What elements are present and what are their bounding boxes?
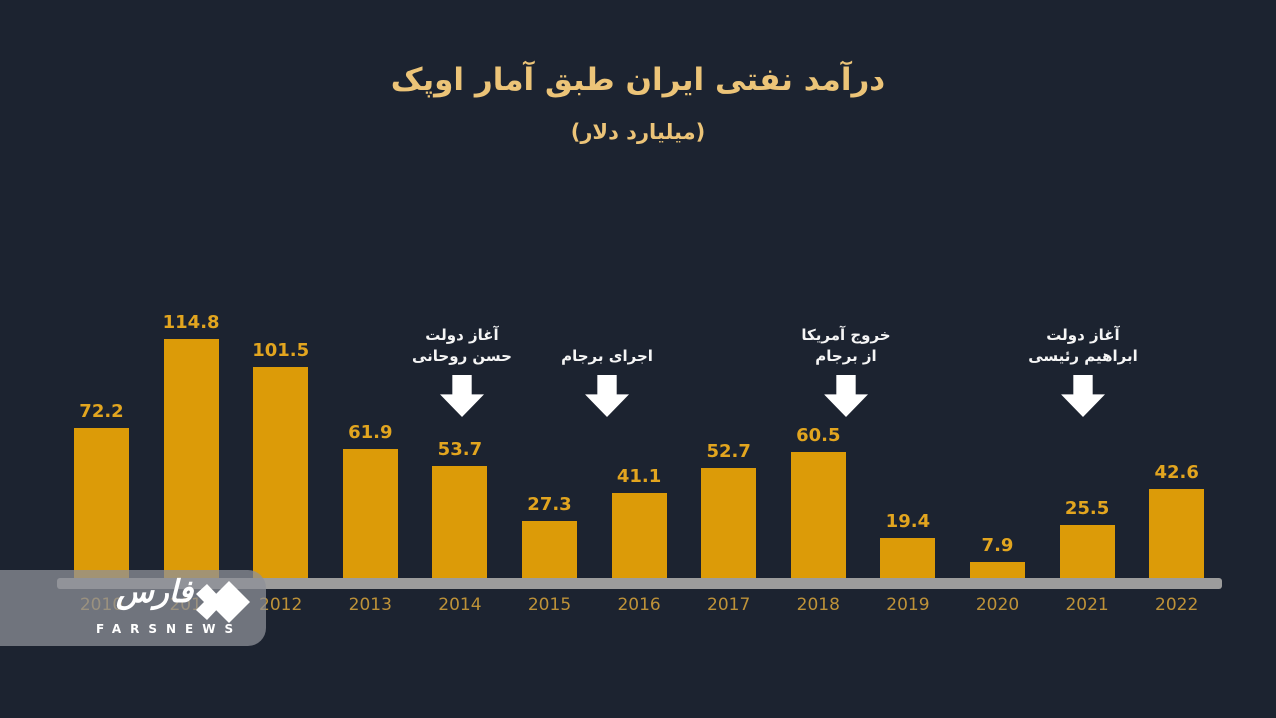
- down-arrow-icon: [585, 375, 630, 417]
- event-annotation: آغاز دولت ابراهیم رئیسی: [1028, 325, 1138, 417]
- bar-value-label: 7.9: [981, 535, 1014, 556]
- bar-2015: [522, 521, 577, 578]
- bar-2019: [880, 538, 936, 578]
- bar-value-label: 25.5: [1064, 498, 1110, 519]
- farsnews-diamonds-icon: [190, 580, 252, 628]
- chart-title: درآمد نفتی ایران طبق آمار اوپک: [390, 62, 886, 98]
- bar-2010: [74, 428, 129, 578]
- farsnews-logo-latin-text: FARSNEWS: [96, 622, 243, 636]
- year-label: 2018: [796, 595, 840, 615]
- year-label: 2016: [617, 595, 661, 615]
- bar-2012: [253, 367, 309, 578]
- event-annotation-text: خروج آمریکا از برجام: [801, 325, 891, 366]
- bar-2017: [701, 468, 757, 578]
- down-arrow-icon: [824, 375, 868, 417]
- bar-2014: [432, 466, 488, 578]
- bar-value-label: 114.8: [162, 312, 220, 333]
- year-label: 2014: [438, 595, 482, 615]
- event-annotation: خروج آمریکا از برجام: [801, 325, 891, 417]
- bar-2011: [163, 339, 219, 578]
- event-annotation: اجرای برجام: [561, 346, 653, 417]
- year-label: 2013: [348, 595, 392, 615]
- event-annotation: آغاز دولت حسن روحانی: [411, 325, 513, 417]
- down-arrow-icon: [1061, 375, 1105, 417]
- year-label: 2019: [886, 595, 930, 615]
- bar-value-label: 60.5: [796, 425, 841, 446]
- bar-2016: [611, 493, 667, 578]
- event-annotation-text: آغاز دولت حسن روحانی: [411, 325, 513, 366]
- event-annotation-text: اجرای برجام: [561, 347, 653, 366]
- bar-value-label: 19.4: [885, 511, 931, 532]
- bar-2013: [342, 449, 398, 578]
- bar-value-label: 72.2: [79, 401, 124, 422]
- year-label: 2021: [1065, 595, 1109, 615]
- bar-value-label: 53.7: [437, 439, 483, 460]
- year-label: 2012: [259, 595, 303, 615]
- event-annotation-text: آغاز دولت ابراهیم رئیسی: [1028, 325, 1138, 366]
- bar-value-label: 41.1: [616, 466, 662, 487]
- bar-value-label: 27.3: [527, 494, 572, 515]
- x-axis-baseline: [57, 578, 1222, 589]
- farsnews-logo-farsi-text: فارس: [116, 574, 194, 610]
- bar-value-label: 52.7: [706, 441, 751, 462]
- bar-value-label: 61.9: [348, 422, 393, 443]
- bar-2018: [790, 452, 846, 578]
- bar-value-label: 42.6: [1154, 462, 1199, 483]
- year-label: 2020: [975, 595, 1020, 615]
- chart-subtitle: (میلیارد دلار): [570, 120, 706, 144]
- bar-value-label: 101.5: [252, 340, 310, 361]
- year-label: 2017: [707, 595, 751, 615]
- year-label: 2022: [1155, 595, 1199, 615]
- farsnews-logo-panel: فارس FARSNEWS: [0, 570, 266, 646]
- year-label: 2015: [527, 595, 572, 615]
- bar-2021: [1059, 525, 1115, 578]
- down-arrow-icon: [440, 375, 485, 417]
- bar-2022: [1149, 489, 1205, 578]
- bar-2020: [970, 562, 1025, 578]
